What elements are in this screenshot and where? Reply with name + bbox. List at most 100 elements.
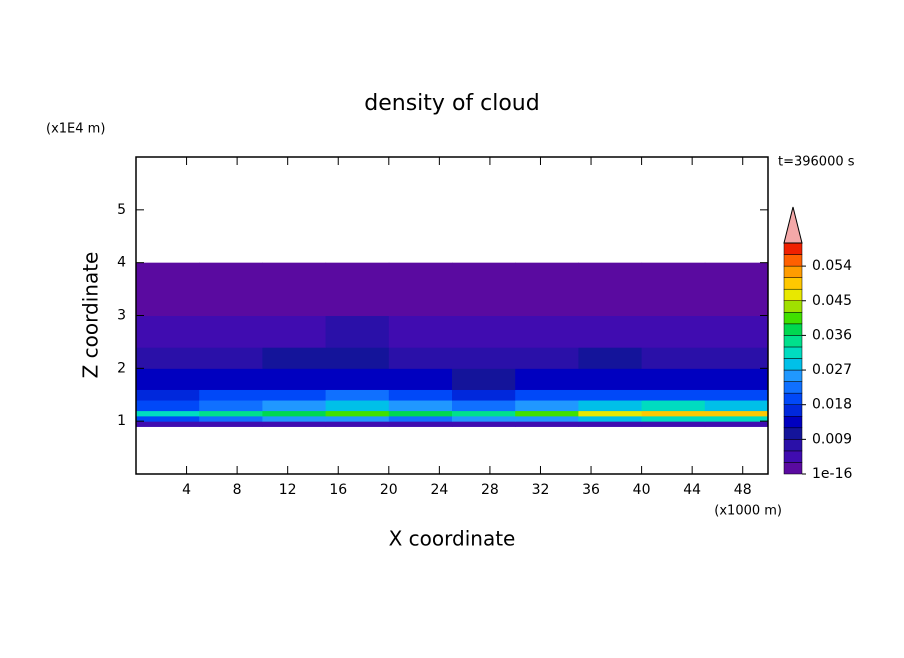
field-cell [704, 347, 769, 369]
field-cell [578, 415, 643, 422]
field-cell [515, 389, 579, 401]
field-cell [452, 400, 516, 412]
field-cell [578, 315, 643, 348]
field-cell [641, 400, 706, 412]
y-axis-label: Z coordinate [79, 252, 103, 379]
field-cell [704, 421, 769, 427]
field-cell [325, 315, 390, 348]
field-cell [388, 421, 453, 427]
field-cell [515, 421, 579, 427]
colorbar-tick-label: 0.036 [812, 327, 852, 343]
colorbar-tick-label: 0.054 [812, 258, 852, 274]
field-cell [641, 410, 706, 417]
field-cell [388, 262, 453, 316]
field-cell [262, 347, 327, 369]
colorbar-band [783, 392, 803, 405]
field-cell [199, 347, 263, 369]
field-cell [136, 262, 200, 316]
field-cell [452, 415, 516, 422]
field-cell [325, 410, 390, 417]
field-cell [199, 368, 263, 390]
field-cell [262, 421, 327, 427]
field-cell [641, 262, 706, 316]
field-cell [704, 315, 769, 348]
colorbar-tick-label: 0.018 [812, 397, 852, 413]
field-cell [136, 400, 200, 412]
field-cell [199, 421, 263, 427]
x-tick-label: 4 [182, 482, 191, 498]
colorbar-band [783, 450, 803, 463]
field-cell [515, 368, 579, 390]
colorbar-band [783, 277, 803, 290]
colorbar-band [783, 404, 803, 417]
field-cell [325, 368, 390, 390]
colorbar-band [783, 323, 803, 336]
colorbar-band [783, 288, 803, 302]
field-cell [704, 410, 769, 417]
field-cell [388, 389, 453, 401]
colorbar-band [783, 346, 803, 359]
field-cell [704, 415, 769, 422]
field-cell [262, 315, 327, 348]
x-tick-label: 36 [582, 482, 600, 498]
field-cell [388, 415, 453, 422]
field-cell [641, 368, 706, 390]
field-cell [641, 389, 706, 401]
field-cell [199, 262, 263, 316]
field-cell [262, 389, 327, 401]
x-tick-label: 32 [532, 482, 550, 498]
field-cell [136, 389, 200, 401]
y-tick-label: 1 [117, 413, 126, 429]
field-cell [515, 410, 579, 417]
x-tick-label: 28 [481, 482, 499, 498]
field-cell [452, 262, 516, 316]
field-cell [388, 410, 453, 417]
field-cell [262, 368, 327, 390]
field-cell [704, 262, 769, 316]
x-axis-label: X coordinate [389, 527, 516, 551]
field-cell [515, 400, 579, 412]
field-cell [578, 421, 643, 427]
field-cell [199, 389, 263, 401]
colorbar-band [783, 462, 803, 475]
x-tick-label: 48 [734, 482, 752, 498]
colorbar-band [783, 427, 803, 440]
colorbar-band [783, 439, 803, 452]
y-unit: (x1E4 m) [46, 122, 105, 137]
field-cell [578, 410, 643, 417]
x-unit: (x1000 m) [714, 504, 782, 519]
field-cell [704, 400, 769, 412]
field-cell [641, 421, 706, 427]
chart-title: density of cloud [364, 91, 539, 116]
field-cell [452, 389, 516, 401]
colorbar-band [783, 381, 803, 394]
field-cell [325, 262, 390, 316]
field-cell [325, 400, 390, 412]
field-cell [515, 262, 579, 316]
field-cell [452, 347, 516, 369]
field-cell [199, 400, 263, 412]
colorbar-tick-label: 0.045 [812, 293, 852, 309]
x-tick-label: 16 [329, 482, 347, 498]
field-cell [578, 389, 643, 401]
field-cell [199, 315, 263, 348]
field-cell [262, 262, 327, 316]
time-label: t=396000 s [778, 155, 855, 170]
field-cell [136, 347, 200, 369]
field-cell [452, 368, 516, 390]
x-tick-label: 20 [380, 482, 398, 498]
x-tick-label: 44 [683, 482, 701, 498]
field-cell [136, 410, 200, 417]
field-cell [136, 368, 200, 390]
colorbar-band [783, 416, 803, 429]
field-cell [262, 410, 327, 417]
field-cell [641, 415, 706, 422]
field-cell [136, 315, 200, 348]
field-cell [515, 347, 579, 369]
colorbar-band [783, 369, 803, 382]
x-tick-label: 24 [430, 482, 448, 498]
colorbar-tick-label: 0.027 [812, 362, 852, 378]
field-cell [704, 368, 769, 390]
field-cell [704, 389, 769, 401]
